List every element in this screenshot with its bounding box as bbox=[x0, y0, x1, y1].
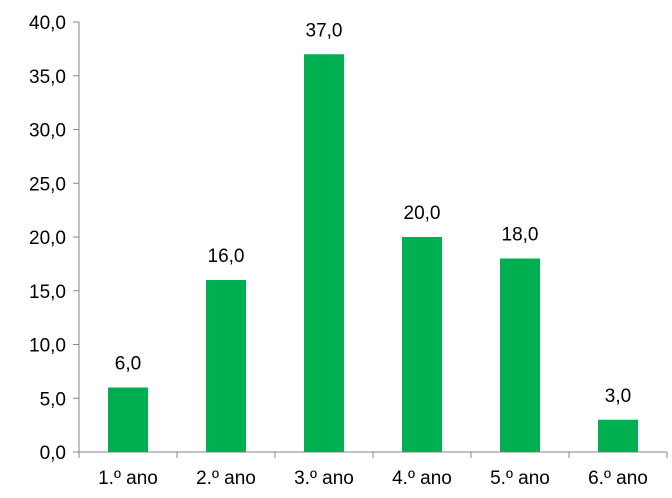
y-tick-label: 5,0 bbox=[40, 389, 66, 410]
bar bbox=[304, 54, 344, 452]
data-label: 3,0 bbox=[605, 386, 631, 407]
x-category-label: 2.º ano bbox=[196, 468, 256, 489]
data-label: 20,0 bbox=[404, 203, 441, 224]
bar bbox=[402, 237, 442, 452]
y-tick-label: 15,0 bbox=[29, 282, 66, 303]
data-label: 16,0 bbox=[208, 246, 245, 267]
y-tick-label: 25,0 bbox=[29, 174, 66, 195]
x-category-label: 6.º ano bbox=[588, 468, 648, 489]
bar bbox=[598, 419, 638, 452]
bar bbox=[206, 280, 246, 452]
y-tick-label: 30,0 bbox=[29, 121, 66, 142]
y-tick-label: 40,0 bbox=[29, 13, 66, 34]
y-tick-label: 20,0 bbox=[29, 228, 66, 249]
y-tick-label: 35,0 bbox=[29, 67, 66, 88]
x-category-label: 3.º ano bbox=[294, 468, 354, 489]
x-category-label: 5.º ano bbox=[490, 468, 550, 489]
data-label: 18,0 bbox=[502, 225, 539, 246]
x-category-label: 1.º ano bbox=[98, 468, 158, 489]
data-label: 37,0 bbox=[306, 20, 343, 41]
bar bbox=[500, 258, 540, 452]
bar bbox=[108, 387, 148, 452]
x-category-label: 4.º ano bbox=[392, 468, 452, 489]
data-label: 6,0 bbox=[115, 354, 141, 375]
y-tick-label: 0,0 bbox=[40, 443, 66, 464]
y-tick-label: 10,0 bbox=[29, 336, 66, 357]
